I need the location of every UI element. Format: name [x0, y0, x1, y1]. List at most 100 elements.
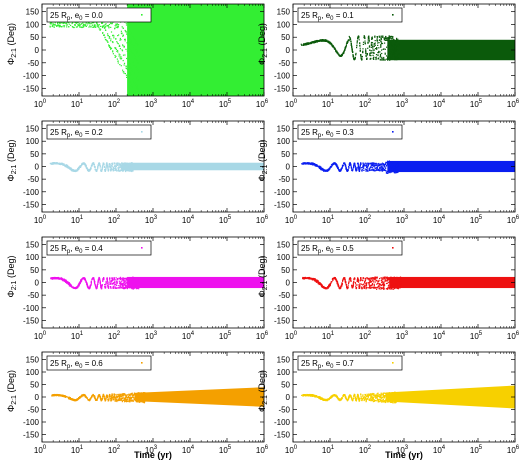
data-point — [58, 278, 60, 280]
x-tick-label: 100 — [285, 99, 298, 109]
data-point — [331, 163, 333, 166]
data-point — [387, 56, 389, 58]
data-point — [98, 26, 100, 28]
data-point — [105, 39, 107, 41]
data-point — [389, 58, 391, 60]
data-point — [131, 170, 133, 172]
data-point — [324, 170, 326, 172]
data-point — [358, 167, 360, 169]
data-point — [130, 67, 132, 69]
data-point — [131, 277, 133, 279]
data-point — [367, 36, 370, 38]
data-point — [384, 59, 386, 61]
data-point — [71, 22, 73, 24]
data-point — [75, 287, 77, 289]
data-point — [130, 84, 132, 87]
data-point — [97, 24, 99, 26]
data-point — [364, 42, 366, 45]
data-point — [53, 162, 55, 164]
data-point — [113, 279, 116, 281]
data-point — [122, 277, 124, 279]
data-point — [122, 34, 124, 36]
data-point — [127, 69, 129, 71]
data-point — [127, 167, 129, 169]
data-point — [101, 167, 103, 169]
data-point — [364, 42, 366, 44]
y-tick-label: 150 — [277, 125, 291, 134]
data-point — [336, 165, 338, 167]
data-point — [375, 58, 377, 61]
data-points — [301, 160, 515, 174]
data-point — [366, 57, 368, 59]
data-point — [59, 162, 61, 164]
data-point — [125, 277, 127, 279]
data-point — [85, 281, 87, 283]
data-point — [130, 50, 132, 52]
data-point — [137, 287, 139, 290]
data-point — [136, 287, 138, 289]
data-point — [355, 170, 357, 172]
data-point — [134, 285, 136, 287]
data-point — [135, 277, 137, 279]
data-point — [348, 35, 350, 38]
data-point — [86, 22, 88, 24]
data-point — [101, 22, 103, 24]
data-point — [381, 167, 383, 169]
data-point — [134, 82, 136, 84]
data-point — [95, 26, 97, 28]
data-point — [382, 35, 384, 37]
data-point — [123, 279, 125, 281]
data-point — [110, 26, 112, 28]
data-point — [136, 286, 138, 288]
data-point — [390, 161, 392, 163]
data-point — [366, 165, 368, 167]
data-point — [89, 25, 91, 27]
data-point — [386, 171, 388, 173]
data-point — [96, 284, 98, 286]
data-point — [367, 42, 369, 44]
x-tick-label: 102 — [359, 215, 372, 225]
data-point — [360, 55, 362, 57]
data-point — [398, 58, 400, 60]
data-point — [389, 168, 391, 170]
x-tick-label: 104 — [433, 99, 446, 109]
data-point — [369, 54, 371, 56]
data-point — [107, 168, 109, 170]
data-point — [397, 162, 399, 164]
x-tick-label: 103 — [145, 99, 158, 109]
data-point — [371, 169, 373, 171]
data-point — [360, 58, 362, 60]
data-point — [132, 284, 134, 286]
data-point — [331, 165, 333, 167]
data-point — [99, 163, 101, 165]
data-point — [131, 69, 133, 72]
data-point — [128, 61, 130, 63]
data-point — [116, 170, 118, 172]
data-point — [124, 54, 126, 56]
data-point — [393, 50, 395, 53]
data-point — [97, 164, 99, 166]
data-point — [130, 169, 132, 171]
data-point — [83, 277, 85, 279]
data-point — [116, 50, 118, 52]
data-point — [104, 284, 106, 286]
data-point — [387, 44, 389, 47]
data-point — [334, 162, 336, 165]
data-point — [354, 57, 356, 59]
data-point — [107, 284, 109, 287]
data-point — [51, 25, 53, 27]
data-point — [106, 278, 108, 280]
data-point — [359, 45, 361, 47]
data-point — [134, 58, 136, 60]
data-point — [350, 164, 352, 166]
data-point — [133, 62, 135, 64]
y-axis-label: Φ2:1 (Deg) — [257, 23, 269, 65]
data-point — [101, 284, 103, 286]
data-point — [360, 163, 362, 165]
legend-box — [297, 7, 403, 23]
data-point — [86, 286, 89, 288]
data-point — [132, 166, 134, 168]
data-point — [115, 164, 117, 166]
